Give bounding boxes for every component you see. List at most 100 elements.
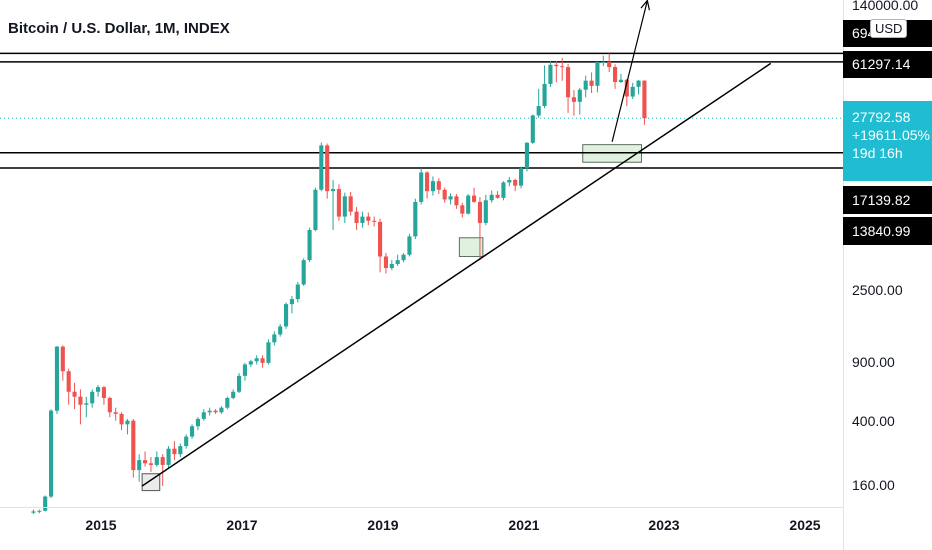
candle-body [331,189,336,192]
candle-body [595,61,600,86]
candle-body [272,334,277,343]
candle-body [501,182,506,198]
price-change-percent: +19611.05% [852,127,930,143]
candle-body [413,201,418,237]
candle-body [278,326,283,335]
candle-body [419,172,424,202]
candle-body [607,61,612,68]
candle-body [348,196,353,212]
candle-body [178,446,183,455]
price-axis-divider [843,0,844,550]
candle-body [454,196,459,206]
arrow-head [640,0,651,11]
candle-body [31,511,36,513]
candle-body [601,61,606,63]
candle-body [325,145,330,192]
x-tick-label: 2021 [508,517,540,533]
candle-body [101,387,106,398]
candle-body [554,64,559,67]
candle-body [307,229,312,261]
x-tick-label: 2017 [226,517,258,533]
candle-body [231,391,236,398]
candle-body [571,97,576,102]
candle-body [225,397,230,408]
candle-body [195,418,200,427]
candle-body [37,510,42,512]
candle-body [466,195,471,214]
candle-body [43,496,48,511]
candle-body [125,420,130,425]
candle-body [113,412,118,414]
y-tick-label: 160.00 [852,477,895,493]
candle-countdown: 19d 16h [852,145,903,161]
y-tick-label: 400.00 [852,413,895,429]
candle-body [313,189,318,230]
candle-body [248,361,253,365]
candle-body [583,80,588,90]
candle-body [90,391,95,404]
projection-arrow [611,0,648,142]
candle-body [342,196,347,217]
candle-body [72,391,77,397]
y-tick-label: 2500.00 [852,282,903,298]
candle-body [213,410,218,413]
candle-body [166,448,171,465]
candle-body [442,189,447,200]
candle-body [407,236,412,255]
candle-body [96,387,101,392]
y-tick-label: 140000.00 [852,0,919,13]
candle-body [542,83,547,107]
candle-body [78,396,83,405]
candle-body [483,200,488,223]
candle-body [242,364,247,376]
x-tick-label: 2023 [648,517,680,533]
candle-body [54,346,59,411]
candle-body [284,304,289,327]
candle-body [524,142,529,169]
candle-body [642,80,647,119]
candle-body [430,181,435,192]
price-label-61297: 61297.14 [843,51,932,78]
x-tick-label: 2025 [789,517,821,533]
candle-body [589,80,594,86]
candle-body [301,260,306,285]
candle-body [66,371,71,392]
x-tick-label: 2015 [85,517,117,533]
candle-body [372,220,377,222]
candle-body [395,260,400,265]
candle-body [448,196,453,200]
candle-body [495,194,500,198]
candle-body [143,460,148,464]
candle-body [513,179,518,186]
candle-body [266,342,271,363]
candle-body [436,181,441,190]
candle-body [148,463,153,465]
candle-body [378,221,383,257]
candle-body [184,436,189,447]
candle-body [49,410,54,497]
trendline [141,62,772,487]
candle-body [630,86,635,97]
candle-body [172,448,177,455]
currency-button[interactable]: USD [870,19,908,38]
last-price-value: 27792.58 [852,109,911,125]
candle-body [548,64,553,84]
candle-body [319,145,324,190]
candle-body [460,205,465,214]
candle-body [190,426,195,437]
candle-body [260,358,265,363]
candle-body [366,216,371,221]
candle-body [507,179,512,183]
candle-body [289,299,294,305]
candle-body [425,172,430,192]
last-price-label: 27792.58 +19611.05% 19d 16h [843,101,932,181]
candle-body [536,106,541,116]
candle-body [295,284,300,300]
price-label-13840: 13840.99 [843,217,932,245]
candle-body [401,254,406,261]
price-label-17139: 17139.82 [843,186,932,214]
candle-body [560,66,565,68]
candle-body [477,201,482,223]
candle-body [207,410,212,413]
